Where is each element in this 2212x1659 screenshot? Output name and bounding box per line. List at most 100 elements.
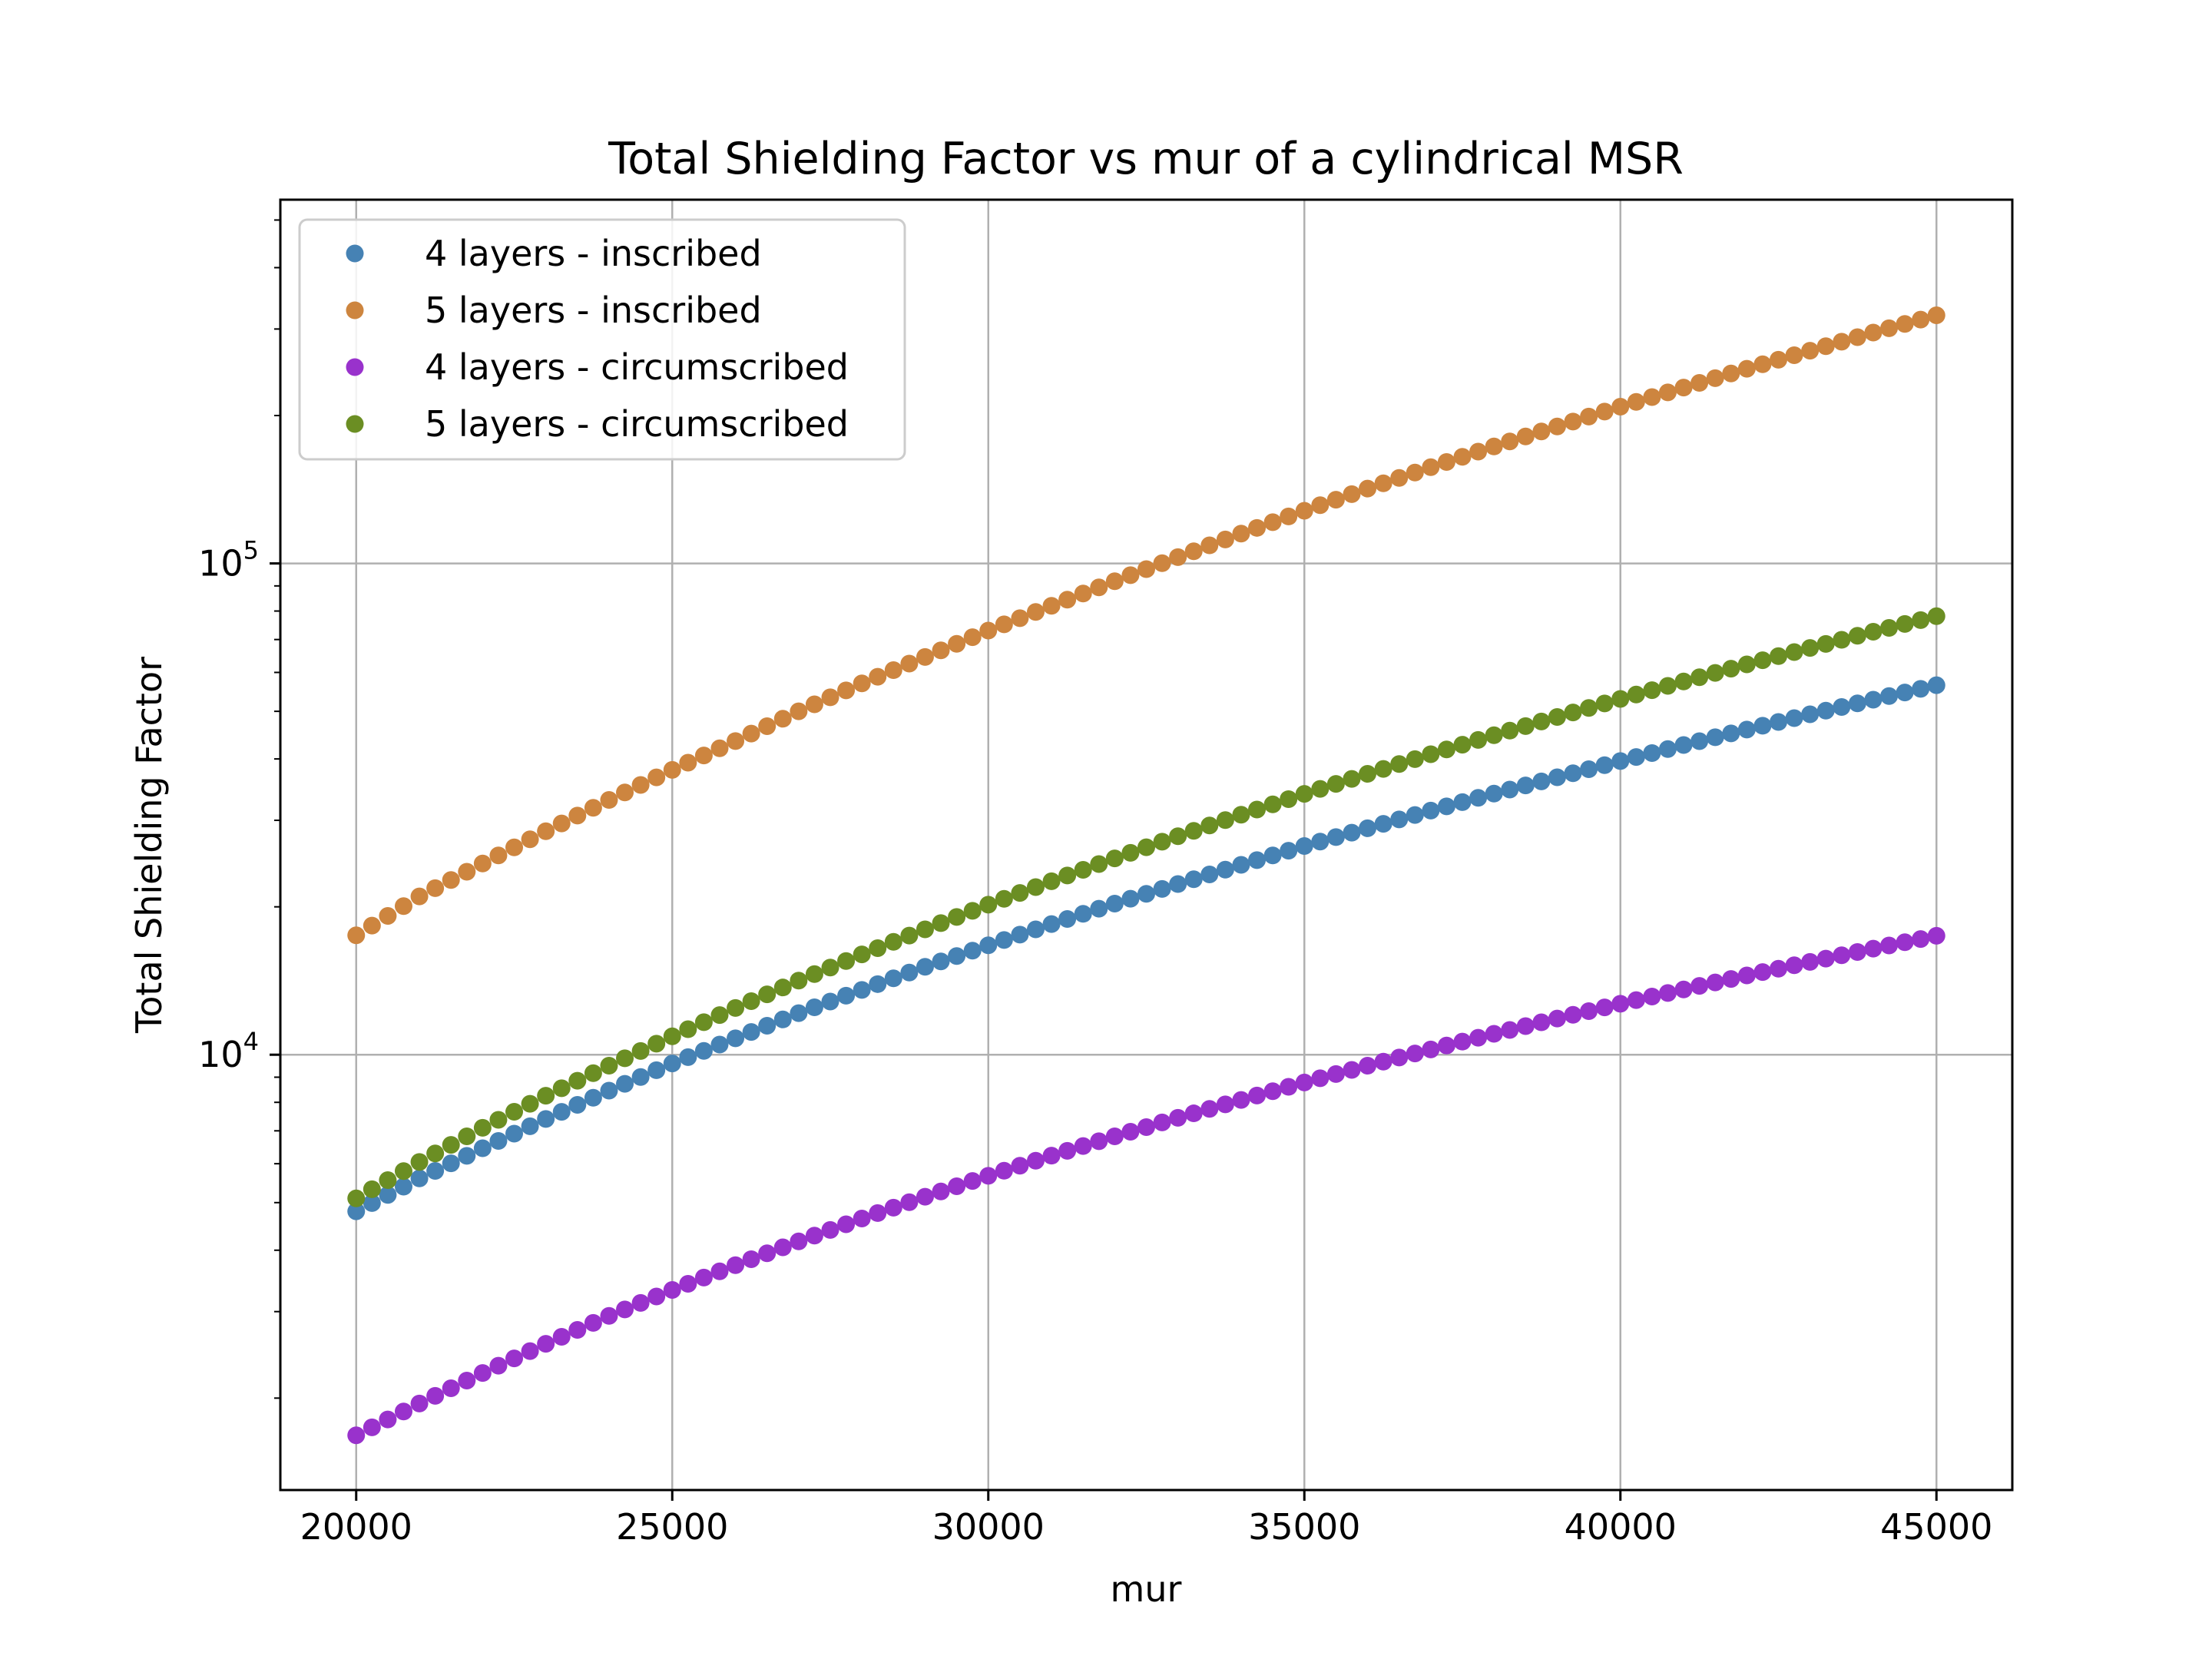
data-point: [790, 1004, 808, 1022]
series-4-points: [347, 607, 1945, 1207]
data-point-interp: [1564, 764, 1582, 783]
data-point: [663, 1055, 681, 1073]
data-point-interp: [1833, 698, 1851, 717]
data-point-interp: [1643, 743, 1661, 762]
data-point-interp: [1690, 732, 1709, 750]
data-point-interp: [1580, 699, 1598, 717]
data-point-interp: [1074, 584, 1092, 603]
data-point: [727, 1029, 745, 1048]
data-point-interp: [995, 615, 1013, 634]
data-point-interp: [1374, 760, 1392, 778]
data-point: [790, 972, 808, 990]
data-point-interp: [1263, 846, 1282, 865]
data-point: [1295, 1073, 1313, 1091]
data-point-interp: [773, 710, 792, 728]
data-point-interp: [805, 1227, 823, 1245]
data-point-interp: [568, 806, 587, 825]
data-point-interp: [1501, 432, 1519, 451]
data-point-interp: [1880, 319, 1899, 337]
data-point: [790, 1232, 808, 1250]
data-point: [1232, 525, 1250, 543]
data-point-interp: [1848, 694, 1866, 713]
data-point-interp: [1785, 956, 1803, 975]
data-point: [790, 702, 808, 720]
data-point-interp: [1880, 936, 1899, 955]
data-point-interp: [1137, 885, 1155, 903]
data-point: [410, 1153, 429, 1171]
data-point-interp: [900, 654, 919, 673]
data-point-interp: [1121, 843, 1140, 862]
data-point-interp: [805, 998, 823, 1017]
data-point-interp: [1311, 833, 1330, 851]
data-point-interp: [1501, 780, 1519, 799]
data-point-interp: [647, 768, 666, 786]
data-point-interp: [1722, 724, 1740, 743]
data-point-interp: [694, 1041, 713, 1060]
data-point-interp: [1311, 1069, 1330, 1088]
data-point-interp: [1627, 392, 1645, 411]
data-point-interp: [616, 1049, 634, 1068]
data-point-interp: [1580, 1002, 1598, 1020]
data-point-interp: [1769, 713, 1787, 731]
data-point: [1042, 915, 1061, 933]
data-point-interp: [1153, 833, 1171, 851]
x-axis-label: mur: [1111, 1568, 1182, 1610]
data-point-interp: [552, 1328, 571, 1346]
data-point-interp: [1753, 355, 1772, 373]
data-point-interp: [442, 1154, 460, 1173]
data-point-interp: [1248, 800, 1267, 819]
data-point-interp: [1216, 860, 1234, 879]
data-point-interp: [837, 681, 856, 700]
data-point: [1927, 607, 1945, 625]
data-point: [1485, 437, 1503, 455]
data-point-interp: [1437, 453, 1455, 472]
data-point-interp: [1722, 660, 1740, 678]
data-point-interp: [1896, 614, 1914, 633]
data-point-interp: [379, 1410, 397, 1429]
data-point-interp: [884, 1198, 902, 1217]
data-point: [537, 822, 555, 840]
data-point-interp: [1848, 627, 1866, 645]
data-point-interp: [1406, 806, 1424, 824]
data-point-interp: [1785, 709, 1803, 727]
data-point-interp: [1390, 469, 1409, 487]
data-point-interp: [869, 1204, 887, 1222]
data-point-interp: [742, 992, 760, 1010]
data-point-interp: [742, 724, 760, 743]
legend-label: 5 layers - inscribed: [425, 290, 762, 331]
data-point-interp: [568, 1071, 587, 1090]
data-point-interp: [1595, 998, 1614, 1017]
data-point-interp: [1753, 651, 1772, 670]
data-point-interp: [631, 776, 650, 794]
data-point-interp: [1137, 1118, 1155, 1136]
data-point-interp: [1153, 554, 1171, 572]
data-point-interp: [1564, 412, 1582, 431]
data-point: [1169, 827, 1187, 846]
data-point-interp: [1248, 518, 1267, 537]
data-point-interp: [995, 1161, 1013, 1180]
data-point-interp: [1896, 933, 1914, 952]
data-point: [979, 1167, 998, 1185]
data-point-interp: [1280, 507, 1298, 525]
data-point: [1359, 479, 1377, 498]
data-point: [1232, 856, 1250, 874]
data-point-interp: [932, 914, 950, 932]
data-point-interp: [1833, 333, 1851, 351]
data-point-interp: [821, 1220, 839, 1239]
data-point-interp: [442, 871, 460, 889]
x-tick-label: 25000: [616, 1506, 728, 1548]
data-point-interp: [1026, 920, 1045, 939]
data-point: [347, 1426, 366, 1445]
data-point: [1042, 1147, 1061, 1165]
data-point: [1295, 502, 1313, 520]
data-point-interp: [1469, 730, 1488, 749]
data-point-interp: [710, 1262, 729, 1280]
data-point-interp: [1627, 685, 1645, 704]
data-point: [1611, 690, 1630, 708]
data-point: [1864, 939, 1883, 958]
data-point: [537, 1335, 555, 1353]
data-point: [1864, 690, 1883, 709]
data-point-interp: [1200, 866, 1219, 884]
data-point: [600, 1306, 618, 1325]
data-point-interp: [1311, 780, 1330, 798]
